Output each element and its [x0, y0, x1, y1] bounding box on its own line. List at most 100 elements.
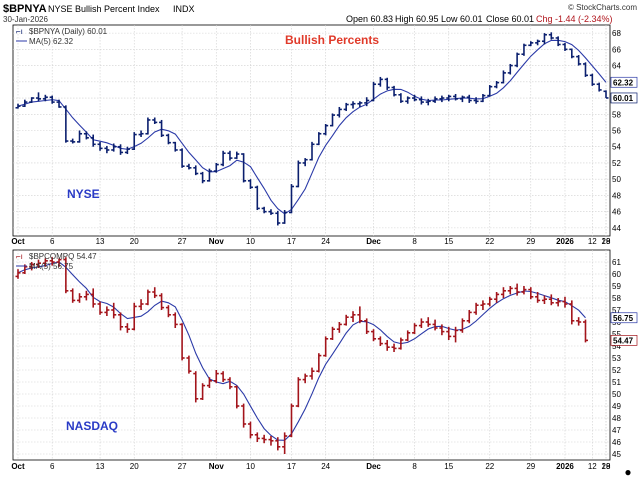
- ohlc-bar: [384, 77, 390, 90]
- header-name: NYSE Bullish Percent Index: [48, 4, 160, 14]
- ma-line: [17, 261, 586, 441]
- x-tick-label: Nov: [209, 462, 225, 471]
- x-tick-label: 22: [485, 237, 494, 246]
- y-tick-label: 51: [612, 378, 621, 387]
- ohlc-bar: [186, 355, 192, 374]
- ohlc-bar: [213, 370, 219, 384]
- x-tick-label: 28: [602, 237, 611, 246]
- ohlc-bar: [384, 340, 390, 351]
- ohlc-bar: [159, 293, 165, 310]
- ohlc-bar: [234, 151, 240, 159]
- y-tick-label: 58: [612, 294, 621, 303]
- x-tick-label: 6: [50, 462, 55, 471]
- ohlc-bar: [124, 323, 130, 333]
- ohlc-bar: [398, 337, 404, 350]
- ohlc-bar: [480, 93, 486, 103]
- header-chg: Chg -1.44 (-2.34%): [536, 14, 613, 24]
- ohlc-bar: [405, 330, 411, 342]
- ohlc-bar: [268, 436, 274, 446]
- x-tick-label: 24: [321, 237, 330, 246]
- x-tick-label: 15: [444, 237, 453, 246]
- ohlc-bar: [200, 171, 206, 184]
- ohlc-bar: [398, 93, 404, 103]
- ohlc-bar: [494, 80, 500, 89]
- ohlc-bar: [466, 94, 472, 103]
- ohlc-bar: [453, 326, 459, 343]
- x-tick-label: 13: [96, 237, 105, 246]
- ohlc-bar: [36, 92, 42, 102]
- y-tick-label: 58: [612, 110, 621, 119]
- ohlc-bar: [206, 377, 212, 388]
- ohlc-bar: [555, 298, 561, 307]
- ohlc-bar: [49, 257, 55, 266]
- ohlc-bar: [500, 287, 506, 298]
- ohlc-bar: [77, 293, 83, 303]
- y-tick-label: 60: [612, 270, 621, 279]
- header-open: Open 60.83: [346, 14, 393, 24]
- y-tick-label: 48: [612, 414, 621, 423]
- ohlc-bar: [97, 141, 103, 151]
- header-high: High 60.95: [395, 14, 439, 24]
- ohlc-bar: [247, 421, 253, 439]
- ohlc-bar: [377, 76, 383, 87]
- ohlc-bar: [439, 95, 445, 103]
- ohlc-bar: [152, 117, 158, 125]
- last-value-tag-box: [610, 92, 638, 104]
- ohlc-bar: [83, 290, 89, 301]
- ohlc-bar: [288, 184, 294, 214]
- ohlc-bar: [514, 283, 520, 296]
- y-tick-label: 50: [612, 175, 621, 184]
- ohlc-bar: [514, 52, 520, 68]
- x-tick-label: 20: [130, 237, 139, 246]
- x-tick-label: 29: [526, 462, 535, 471]
- x-tick-label: 20: [130, 462, 139, 471]
- ohlc-bar: [104, 145, 110, 154]
- nasdaq-panel-frame: [12, 249, 611, 461]
- ohlc-bar: [165, 133, 171, 145]
- ohlc-bar: [494, 292, 500, 303]
- ohlc-bar: [241, 403, 247, 428]
- ohlc-bar: [412, 323, 418, 334]
- ohlc-bar: [569, 300, 575, 325]
- ohlc-bar: [507, 63, 513, 75]
- ohlc-bar: [425, 98, 431, 106]
- ohlc-bar: [432, 96, 438, 103]
- ohlc-bar: [487, 85, 493, 97]
- ohlc-bar: [63, 105, 69, 143]
- last-value-tag: 54.47: [613, 336, 634, 345]
- y-tick-label: 46: [612, 438, 621, 447]
- ohlc-bar: [22, 99, 28, 107]
- ma-value-tag-box: [610, 312, 638, 324]
- ohlc-bar: [138, 299, 144, 310]
- ohlc-bar: [364, 97, 370, 107]
- ohlc-bar: [111, 143, 117, 152]
- ohlc-bar: [330, 326, 336, 340]
- ohlc-bar: [220, 371, 226, 382]
- x-tick-label: 10: [246, 462, 255, 471]
- ohlc-bar: [562, 296, 568, 308]
- x-tick-label: 6: [50, 237, 55, 246]
- ohlc-bar: [521, 43, 527, 56]
- ohlc-bar: [528, 287, 534, 300]
- ohlc-bar: [118, 144, 124, 155]
- x-tick-label: 17: [287, 237, 296, 246]
- ohlc-bar: [56, 258, 62, 267]
- ma-value-tag-box: [610, 76, 638, 88]
- ohlc-bar: [562, 42, 568, 51]
- ohlc-bar: [49, 95, 55, 104]
- x-tick-label: 2026: [556, 462, 574, 471]
- ohlc-bar: [90, 288, 96, 308]
- ohlc-bar: [582, 62, 588, 77]
- ohlc-bar: [309, 367, 315, 380]
- ohlc-bar: [159, 119, 165, 137]
- y-tick-label: 50: [612, 390, 621, 399]
- ohlc-bar: [535, 292, 541, 303]
- ohlc-bar: [275, 210, 281, 226]
- ohlc-bar: [412, 94, 418, 102]
- header-date: 30-Jan-2026: [3, 15, 48, 24]
- x-tick-label: 19: [602, 237, 611, 246]
- ohlc-bar: [541, 33, 547, 45]
- y-tick-label: 54: [612, 342, 621, 351]
- y-tick-label: 48: [612, 191, 621, 200]
- ohlc-bar: [548, 32, 554, 40]
